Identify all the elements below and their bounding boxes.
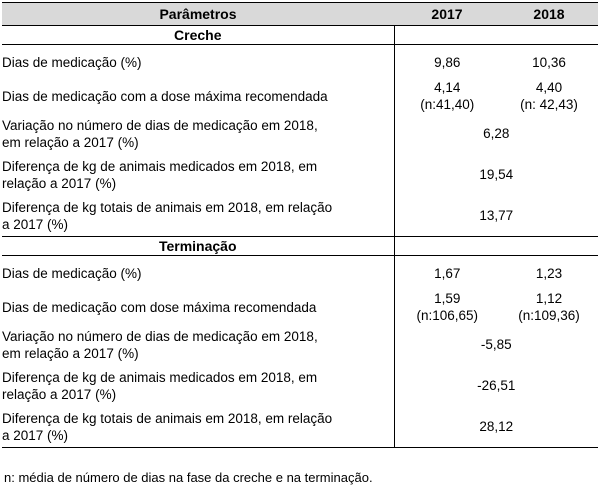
- value-main: 1,59: [434, 291, 461, 306]
- header-2018: 2018: [500, 2, 598, 26]
- row-label-line: relação a 2017 (%): [2, 175, 117, 191]
- value-2017: 4,14 (n:41,40): [393, 79, 500, 113]
- value-n: (n:109,36): [518, 308, 580, 323]
- row-label: Diferença de kg totais de animais em 201…: [2, 406, 394, 448]
- value-2018: 10,36: [532, 54, 566, 70]
- value-main: 1,12: [535, 291, 563, 306]
- row-label: Variação no número de dias de medicação …: [2, 113, 394, 154]
- value-merged: -5,85: [393, 324, 598, 365]
- table-row: Variação no número de dias de medicação …: [2, 324, 598, 365]
- section-row-terminacao: Terminação: [2, 236, 598, 256]
- table-row: Dias de medicação com dose máxima recome…: [2, 290, 598, 324]
- row-label: Variação no número de dias de medicação …: [2, 324, 394, 365]
- value-n: (n:41,40): [420, 97, 475, 112]
- table-row: Diferença de kg de animais medicados em …: [2, 154, 598, 195]
- header-2017: 2017: [394, 2, 500, 26]
- row-label-line: Diferença de kg de animais medicados em …: [2, 158, 318, 174]
- row-label-line: Diferença de kg de animais medicados em …: [2, 369, 318, 385]
- value-n: (n:106,65): [416, 308, 479, 323]
- row-label-line: em relação a 2017 (%): [2, 345, 139, 361]
- value-main: 4,14: [434, 80, 461, 95]
- table-row: Dias de medicação (%) 1,67 1,23: [2, 255, 598, 290]
- row-label-line: Variação no número de dias de medicação …: [2, 328, 318, 344]
- table-row: Dias de medicação (%) 9,86 10,36: [2, 44, 598, 79]
- section-title: Creche: [2, 25, 394, 45]
- row-label: Dias de medicação (%): [2, 54, 142, 70]
- value-merged: 28,12: [393, 406, 598, 448]
- row-label-line: a 2017 (%): [2, 216, 69, 232]
- footnote: n: média de número de dias na fase da cr…: [4, 470, 373, 485]
- row-label-line: a 2017 (%): [2, 427, 69, 443]
- row-label: Dias de medicação com a dose máxima reco…: [2, 88, 328, 104]
- parameters-table: Parâmetros 2017 2018 Creche Dias de medi…: [2, 2, 598, 448]
- value-2018: 1,12 (n:109,36): [500, 290, 598, 324]
- table-row: Variação no número de dias de medicação …: [2, 113, 598, 154]
- value-n: (n: 42,43): [520, 97, 578, 112]
- table-row: Diferença de kg totais de animais em 201…: [2, 406, 598, 448]
- header-parametros: Parâmetros: [2, 2, 394, 26]
- table-row: Dias de medicação com a dose máxima reco…: [2, 79, 598, 113]
- row-label-line: Variação no número de dias de medicação …: [2, 117, 318, 133]
- table-row: Diferença de kg de animais medicados em …: [2, 365, 598, 406]
- value-merged: -26,51: [393, 365, 598, 406]
- value-2017: 1,67: [393, 255, 500, 290]
- value-merged: 19,54: [393, 154, 598, 195]
- value-2017: 1,59 (n:106,65): [393, 290, 500, 324]
- value-2018: 1,23: [535, 265, 563, 281]
- row-label: Diferença de kg totais de animais em 201…: [2, 195, 394, 237]
- table-row: Diferença de kg totais de animais em 201…: [2, 195, 598, 237]
- value-2017: 9,86: [393, 44, 500, 79]
- row-label: Dias de medicação com dose máxima recome…: [2, 299, 317, 315]
- row-label-line: em relação a 2017 (%): [2, 134, 139, 150]
- value-merged: 6,28: [393, 113, 598, 154]
- value-main: 4,40: [535, 80, 563, 95]
- value-merged: 13,77: [393, 195, 598, 237]
- row-label: Diferença de kg de animais medicados em …: [2, 365, 394, 406]
- row-label-line: Diferença de kg totais de animais em 201…: [2, 199, 333, 215]
- section-title: Terminação: [2, 236, 394, 256]
- row-label-line: Diferença de kg totais de animais em 201…: [2, 410, 333, 426]
- value-2018: 4,40 (n: 42,43): [500, 79, 598, 113]
- row-label: Diferença de kg de animais medicados em …: [2, 154, 394, 195]
- row-label: Dias de medicação (%): [2, 265, 142, 281]
- row-label-line: relação a 2017 (%): [2, 386, 117, 402]
- table-header-row: Parâmetros 2017 2018: [2, 2, 598, 26]
- section-row-creche: Creche: [2, 25, 598, 45]
